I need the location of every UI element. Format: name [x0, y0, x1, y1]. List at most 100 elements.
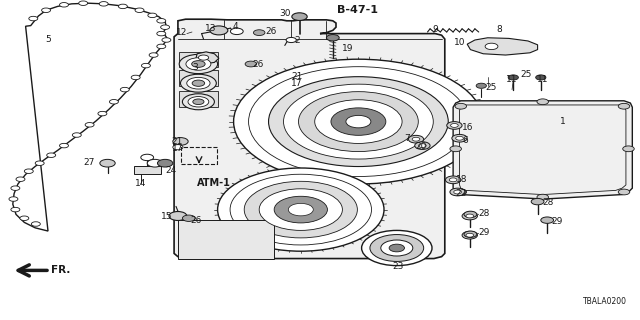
Text: 9: 9	[433, 25, 438, 34]
Circle shape	[415, 142, 430, 149]
Circle shape	[157, 159, 173, 167]
Circle shape	[623, 146, 634, 152]
Circle shape	[245, 61, 257, 67]
Text: 24: 24	[165, 166, 177, 175]
Circle shape	[47, 153, 56, 157]
Circle shape	[173, 145, 183, 150]
Text: 7: 7	[404, 134, 410, 143]
Circle shape	[451, 124, 458, 127]
Text: 11: 11	[506, 75, 518, 84]
Circle shape	[541, 217, 554, 223]
Text: 19: 19	[342, 44, 354, 53]
Circle shape	[466, 233, 474, 237]
Text: 17: 17	[172, 144, 183, 153]
Circle shape	[20, 216, 29, 220]
Circle shape	[531, 198, 544, 205]
Text: 22: 22	[456, 189, 467, 198]
Circle shape	[389, 244, 404, 252]
Circle shape	[11, 186, 20, 190]
Circle shape	[60, 143, 68, 148]
Circle shape	[180, 74, 216, 92]
Text: 21: 21	[172, 137, 183, 146]
Circle shape	[72, 133, 81, 137]
Circle shape	[508, 75, 518, 80]
Circle shape	[346, 115, 371, 128]
Circle shape	[218, 168, 384, 251]
Text: 29: 29	[552, 217, 563, 226]
Text: 28: 28	[479, 209, 490, 218]
Text: 20: 20	[415, 142, 426, 151]
Text: 29: 29	[479, 228, 490, 237]
Circle shape	[259, 189, 342, 230]
Circle shape	[253, 30, 265, 36]
Circle shape	[274, 196, 328, 223]
Text: 26: 26	[191, 216, 202, 225]
Text: 12: 12	[175, 28, 187, 37]
Polygon shape	[174, 19, 445, 259]
Bar	[179, 70, 218, 86]
Circle shape	[141, 63, 150, 68]
Circle shape	[537, 99, 548, 105]
Text: 11: 11	[537, 75, 548, 84]
Circle shape	[79, 1, 88, 5]
Circle shape	[162, 38, 171, 42]
Text: 6: 6	[462, 136, 468, 145]
Circle shape	[186, 58, 211, 70]
Text: 18: 18	[456, 175, 467, 184]
Circle shape	[198, 55, 209, 60]
Circle shape	[536, 75, 546, 80]
Circle shape	[29, 16, 38, 21]
Text: 14: 14	[135, 180, 147, 188]
Circle shape	[85, 123, 94, 127]
Circle shape	[286, 37, 296, 43]
Circle shape	[188, 97, 209, 107]
Circle shape	[31, 222, 40, 226]
Text: 30: 30	[280, 9, 291, 18]
Circle shape	[284, 84, 433, 159]
Text: 5: 5	[45, 36, 51, 44]
Circle shape	[120, 87, 129, 92]
Circle shape	[485, 43, 498, 50]
Circle shape	[157, 19, 166, 23]
Text: FR.: FR.	[51, 265, 70, 276]
Circle shape	[476, 83, 486, 88]
Circle shape	[148, 13, 157, 18]
Text: 26: 26	[266, 28, 277, 36]
Text: 3: 3	[193, 63, 198, 72]
Text: B-47-1: B-47-1	[337, 4, 378, 15]
Circle shape	[381, 240, 413, 256]
Circle shape	[147, 159, 163, 167]
Circle shape	[450, 146, 461, 152]
Circle shape	[408, 135, 424, 143]
Circle shape	[450, 188, 465, 196]
Circle shape	[462, 212, 477, 220]
Circle shape	[412, 137, 420, 141]
Circle shape	[362, 230, 432, 266]
Circle shape	[157, 44, 166, 49]
Bar	[179, 52, 218, 67]
Circle shape	[210, 26, 228, 35]
Circle shape	[288, 204, 314, 216]
Circle shape	[24, 169, 33, 173]
Circle shape	[193, 99, 204, 105]
Text: 26: 26	[253, 60, 264, 69]
Circle shape	[234, 59, 483, 184]
Circle shape	[182, 94, 214, 110]
Circle shape	[192, 60, 205, 68]
Circle shape	[326, 35, 339, 41]
Circle shape	[99, 2, 108, 6]
Bar	[178, 220, 274, 259]
Circle shape	[141, 154, 154, 161]
Circle shape	[618, 103, 630, 109]
Circle shape	[98, 111, 107, 116]
Circle shape	[537, 194, 548, 200]
Circle shape	[35, 161, 44, 165]
Circle shape	[157, 31, 166, 36]
Text: 25: 25	[520, 70, 532, 79]
Circle shape	[462, 231, 477, 239]
Circle shape	[182, 215, 195, 221]
Circle shape	[131, 75, 140, 80]
Text: 4: 4	[233, 22, 238, 31]
Circle shape	[42, 8, 51, 12]
Text: 10: 10	[454, 38, 465, 47]
